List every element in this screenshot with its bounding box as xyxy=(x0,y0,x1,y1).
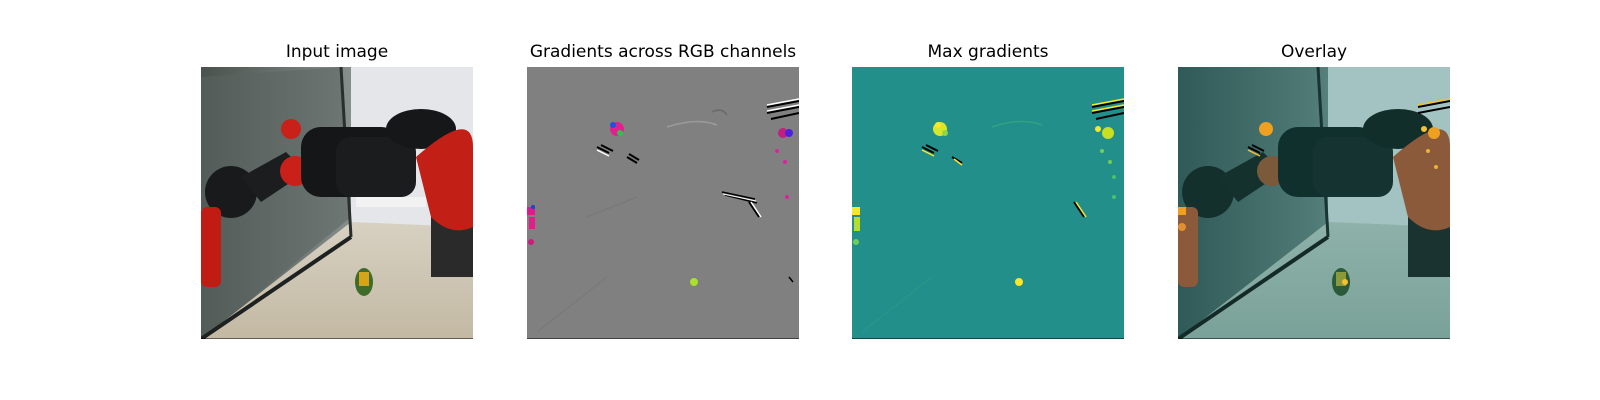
panel-input-image: Input image xyxy=(201,0,473,400)
panel-title-gradients-rgb: Gradients across RGB channels xyxy=(529,42,797,62)
gradients-rgb-image xyxy=(527,67,799,339)
overlay-image xyxy=(1178,67,1450,339)
panel-title-input-image: Input image xyxy=(285,42,389,62)
max-gradients-image xyxy=(852,67,1124,339)
panel-max-gradients: Max gradients xyxy=(852,0,1124,400)
panel-overlay: Overlay xyxy=(1178,0,1450,400)
panel-title-overlay: Overlay xyxy=(1280,42,1348,62)
input-image xyxy=(201,67,473,339)
panel-gradients-rgb: Gradients across RGB channels xyxy=(527,0,799,400)
panel-title-max-gradients: Max gradients xyxy=(927,42,1049,62)
